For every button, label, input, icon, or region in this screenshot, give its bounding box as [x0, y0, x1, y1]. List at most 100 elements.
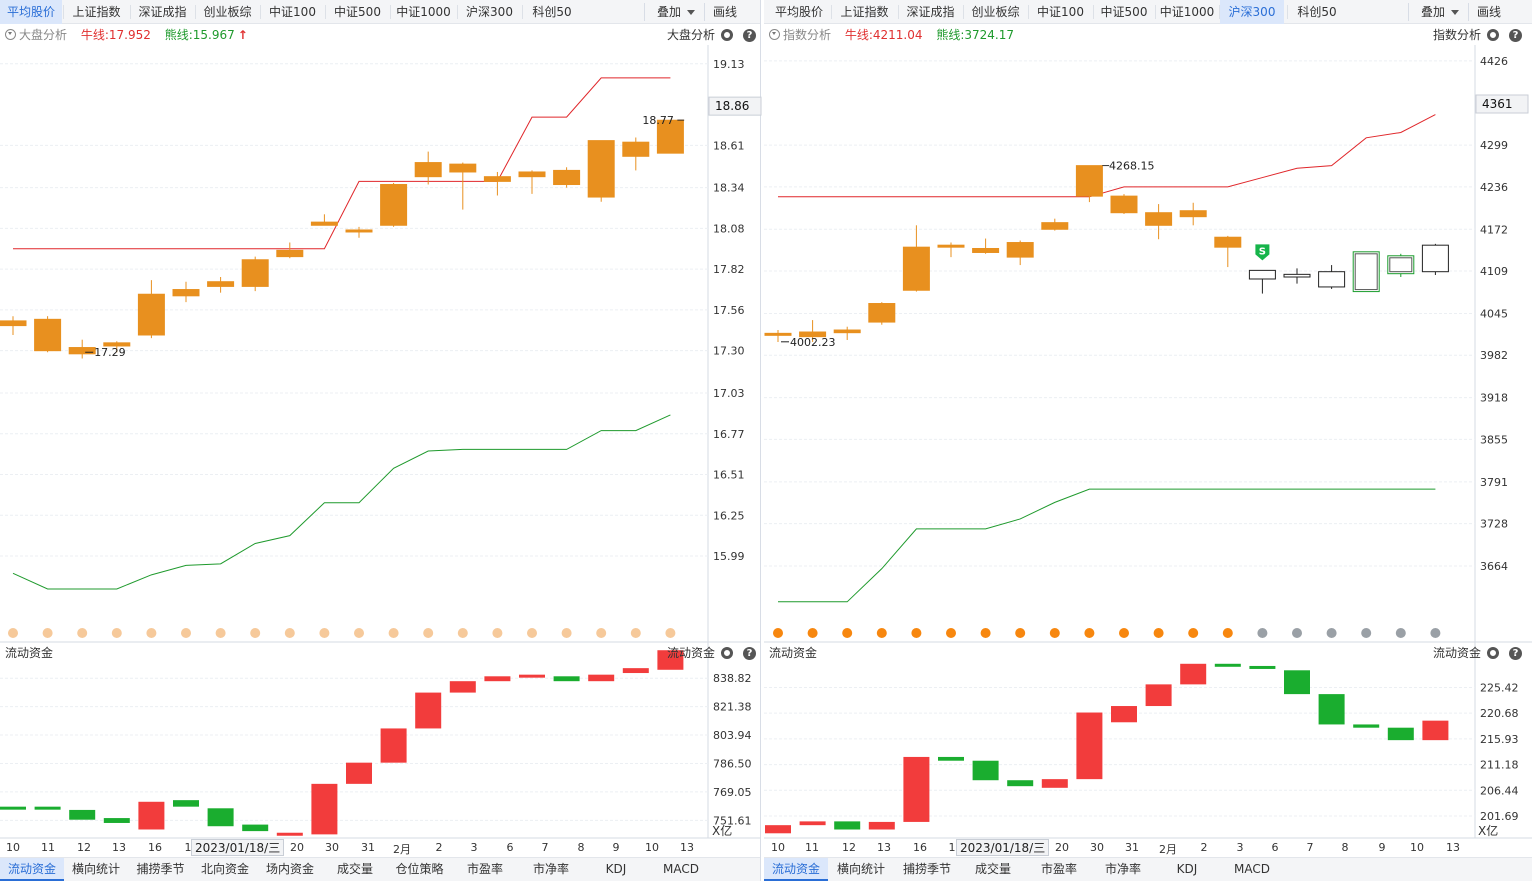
indicator-tab-7[interactable]: MACD: [1234, 862, 1270, 876]
draw-line-button[interactable]: 画线: [1476, 5, 1501, 19]
tab-index-4[interactable]: 中证100: [1037, 5, 1084, 19]
indicator-tab-7[interactable]: 市盈率: [466, 862, 503, 876]
indicator-tab-6[interactable]: 仓位策略: [395, 862, 444, 876]
candle-body: [833, 329, 861, 334]
indicator-tab-4[interactable]: 场内资金: [265, 862, 314, 876]
current-price-box: [1475, 94, 1529, 114]
flow-bar: [903, 756, 930, 822]
x-tick-label: 3: [470, 841, 478, 854]
y-tick-label: 15.99: [713, 550, 745, 563]
flow-bar: [799, 821, 826, 826]
y-tick-label: 201.69: [1480, 810, 1519, 823]
indicator-tab-10[interactable]: MACD: [663, 862, 699, 876]
indicator-tab-1[interactable]: 横向统计: [836, 862, 885, 876]
indicator-tab-5[interactable]: 成交量: [336, 862, 373, 876]
indicator-tab-5[interactable]: 市净率: [1104, 862, 1141, 876]
right-chart-panel: 平均股价 上证指数 深证成指 创业板综 中证100 中证500 中证1000 沪深300 科创5…: [764, 0, 1532, 881]
collapse-icon[interactable]: [769, 29, 780, 40]
candle-body: [764, 332, 792, 336]
indicator-tab-2[interactable]: 捕捞季节: [902, 862, 951, 876]
indicator-tab-9[interactable]: KDJ: [605, 862, 627, 876]
signal-dot: [1257, 628, 1268, 638]
indicator-tab-8[interactable]: 市净率: [532, 862, 569, 876]
x-tick-label: 1: [184, 841, 192, 854]
help-icon[interactable]: ?: [1509, 647, 1522, 660]
collapse-icon[interactable]: [5, 29, 16, 40]
indicator-tab-4[interactable]: 市盈率: [1040, 862, 1077, 876]
indicator-tab-0[interactable]: 流动资金: [0, 858, 64, 881]
tab-divider: [260, 5, 261, 19]
toolbar-divider: [644, 3, 645, 21]
help-icon[interactable]: ?: [743, 29, 756, 42]
tab-index-2[interactable]: 深证成指: [906, 5, 955, 19]
candle-body: [483, 176, 511, 182]
low-value-label: 4002.23: [790, 336, 836, 349]
tab-index-0[interactable]: 平均股价: [774, 5, 823, 19]
flow-bar: [1387, 727, 1414, 741]
tab-index-6[interactable]: 中证1000: [396, 5, 451, 19]
signal-dot: [388, 628, 399, 638]
tab-index-1[interactable]: 上证指数: [72, 5, 121, 19]
tab-index-3[interactable]: 创业板综: [971, 5, 1020, 19]
indicator-tab-2[interactable]: 捕捞季节: [136, 862, 185, 876]
unit-label: X亿: [712, 824, 733, 838]
x-tick-label: 13: [112, 841, 126, 854]
x-tick-label: 16: [913, 841, 927, 854]
current-price-box: [708, 96, 762, 116]
flow-bar: [1318, 694, 1345, 725]
tab-index-8[interactable]: 科创50: [532, 5, 572, 19]
help-icon[interactable]: ?: [743, 647, 756, 660]
flow-bar: [1422, 720, 1449, 741]
y-tick-label: 4426: [1480, 55, 1508, 68]
tab-index-5[interactable]: 中证500: [1100, 5, 1148, 19]
tab-index-6[interactable]: 中证1000: [1159, 5, 1215, 19]
flow-bar: [1076, 712, 1103, 780]
indicator-tab-6[interactable]: KDJ: [1176, 862, 1198, 876]
gear-icon[interactable]: [721, 647, 733, 659]
draw-line-button[interactable]: 画线: [712, 5, 737, 19]
signal-dot: [980, 628, 991, 638]
y-tick-label: 17.03: [713, 387, 745, 400]
y-tick-label: 4172: [1480, 223, 1508, 236]
tab-index-2[interactable]: 深证成指: [138, 5, 187, 19]
toolbar-divider: [1408, 3, 1409, 21]
bull-label: 牛线:: [844, 28, 873, 42]
flow-bar: [972, 760, 999, 781]
flow-bar: [138, 801, 165, 830]
flow-bar: [173, 800, 199, 807]
tab-divider: [195, 5, 196, 19]
tab-index-1[interactable]: 上证指数: [840, 5, 889, 19]
overlay-label: 叠加: [1420, 5, 1445, 19]
tab-index-7[interactable]: 沪深300: [466, 5, 513, 19]
y-tick-label: 751.61: [713, 814, 752, 827]
gear-icon[interactable]: [721, 29, 733, 41]
x-tick-label: 8: [577, 841, 585, 854]
gear-icon[interactable]: [1487, 647, 1499, 659]
tab-index-3[interactable]: 创业板综: [203, 5, 252, 19]
indicator-tab-0[interactable]: 流动资金: [764, 858, 828, 881]
y-tick-label: 18.61: [713, 139, 745, 152]
indicator-tab-3[interactable]: 北向资金: [200, 862, 249, 876]
candle-body: [518, 171, 546, 178]
tab-divider: [63, 5, 64, 19]
help-icon[interactable]: ?: [1509, 29, 1522, 42]
indicator-tab-1[interactable]: 横向统计: [71, 862, 120, 876]
flow-bar: [34, 806, 61, 810]
tab-index-5[interactable]: 中证500: [334, 5, 381, 19]
flow-bar: [380, 728, 407, 763]
tab-index-8[interactable]: 科创50: [1297, 5, 1337, 19]
indicator-tab-3[interactable]: 成交量: [974, 862, 1011, 876]
tab-index-0[interactable]: 平均股价: [0, 0, 62, 24]
tab-index-7[interactable]: 沪深300: [1220, 0, 1284, 24]
overlay-dropdown[interactable]: 叠加: [650, 0, 702, 24]
toolbar-divider: [704, 3, 705, 21]
bear-value: 15.967: [192, 28, 235, 42]
gear-icon[interactable]: [1487, 29, 1499, 41]
y-tick-label: 18.34: [713, 182, 745, 195]
y-tick-label: 4109: [1480, 265, 1508, 278]
overlay-dropdown[interactable]: 叠加: [1414, 0, 1466, 24]
tab-index-4[interactable]: 中证100: [269, 5, 316, 19]
indicator-tabbar: 流动资金 横向统计 捕捞季节 成交量 市盈率 市净率 KDJ MACD: [764, 857, 1532, 881]
signal-dot: [1326, 628, 1337, 638]
sell-signal-label: S: [1259, 246, 1266, 257]
